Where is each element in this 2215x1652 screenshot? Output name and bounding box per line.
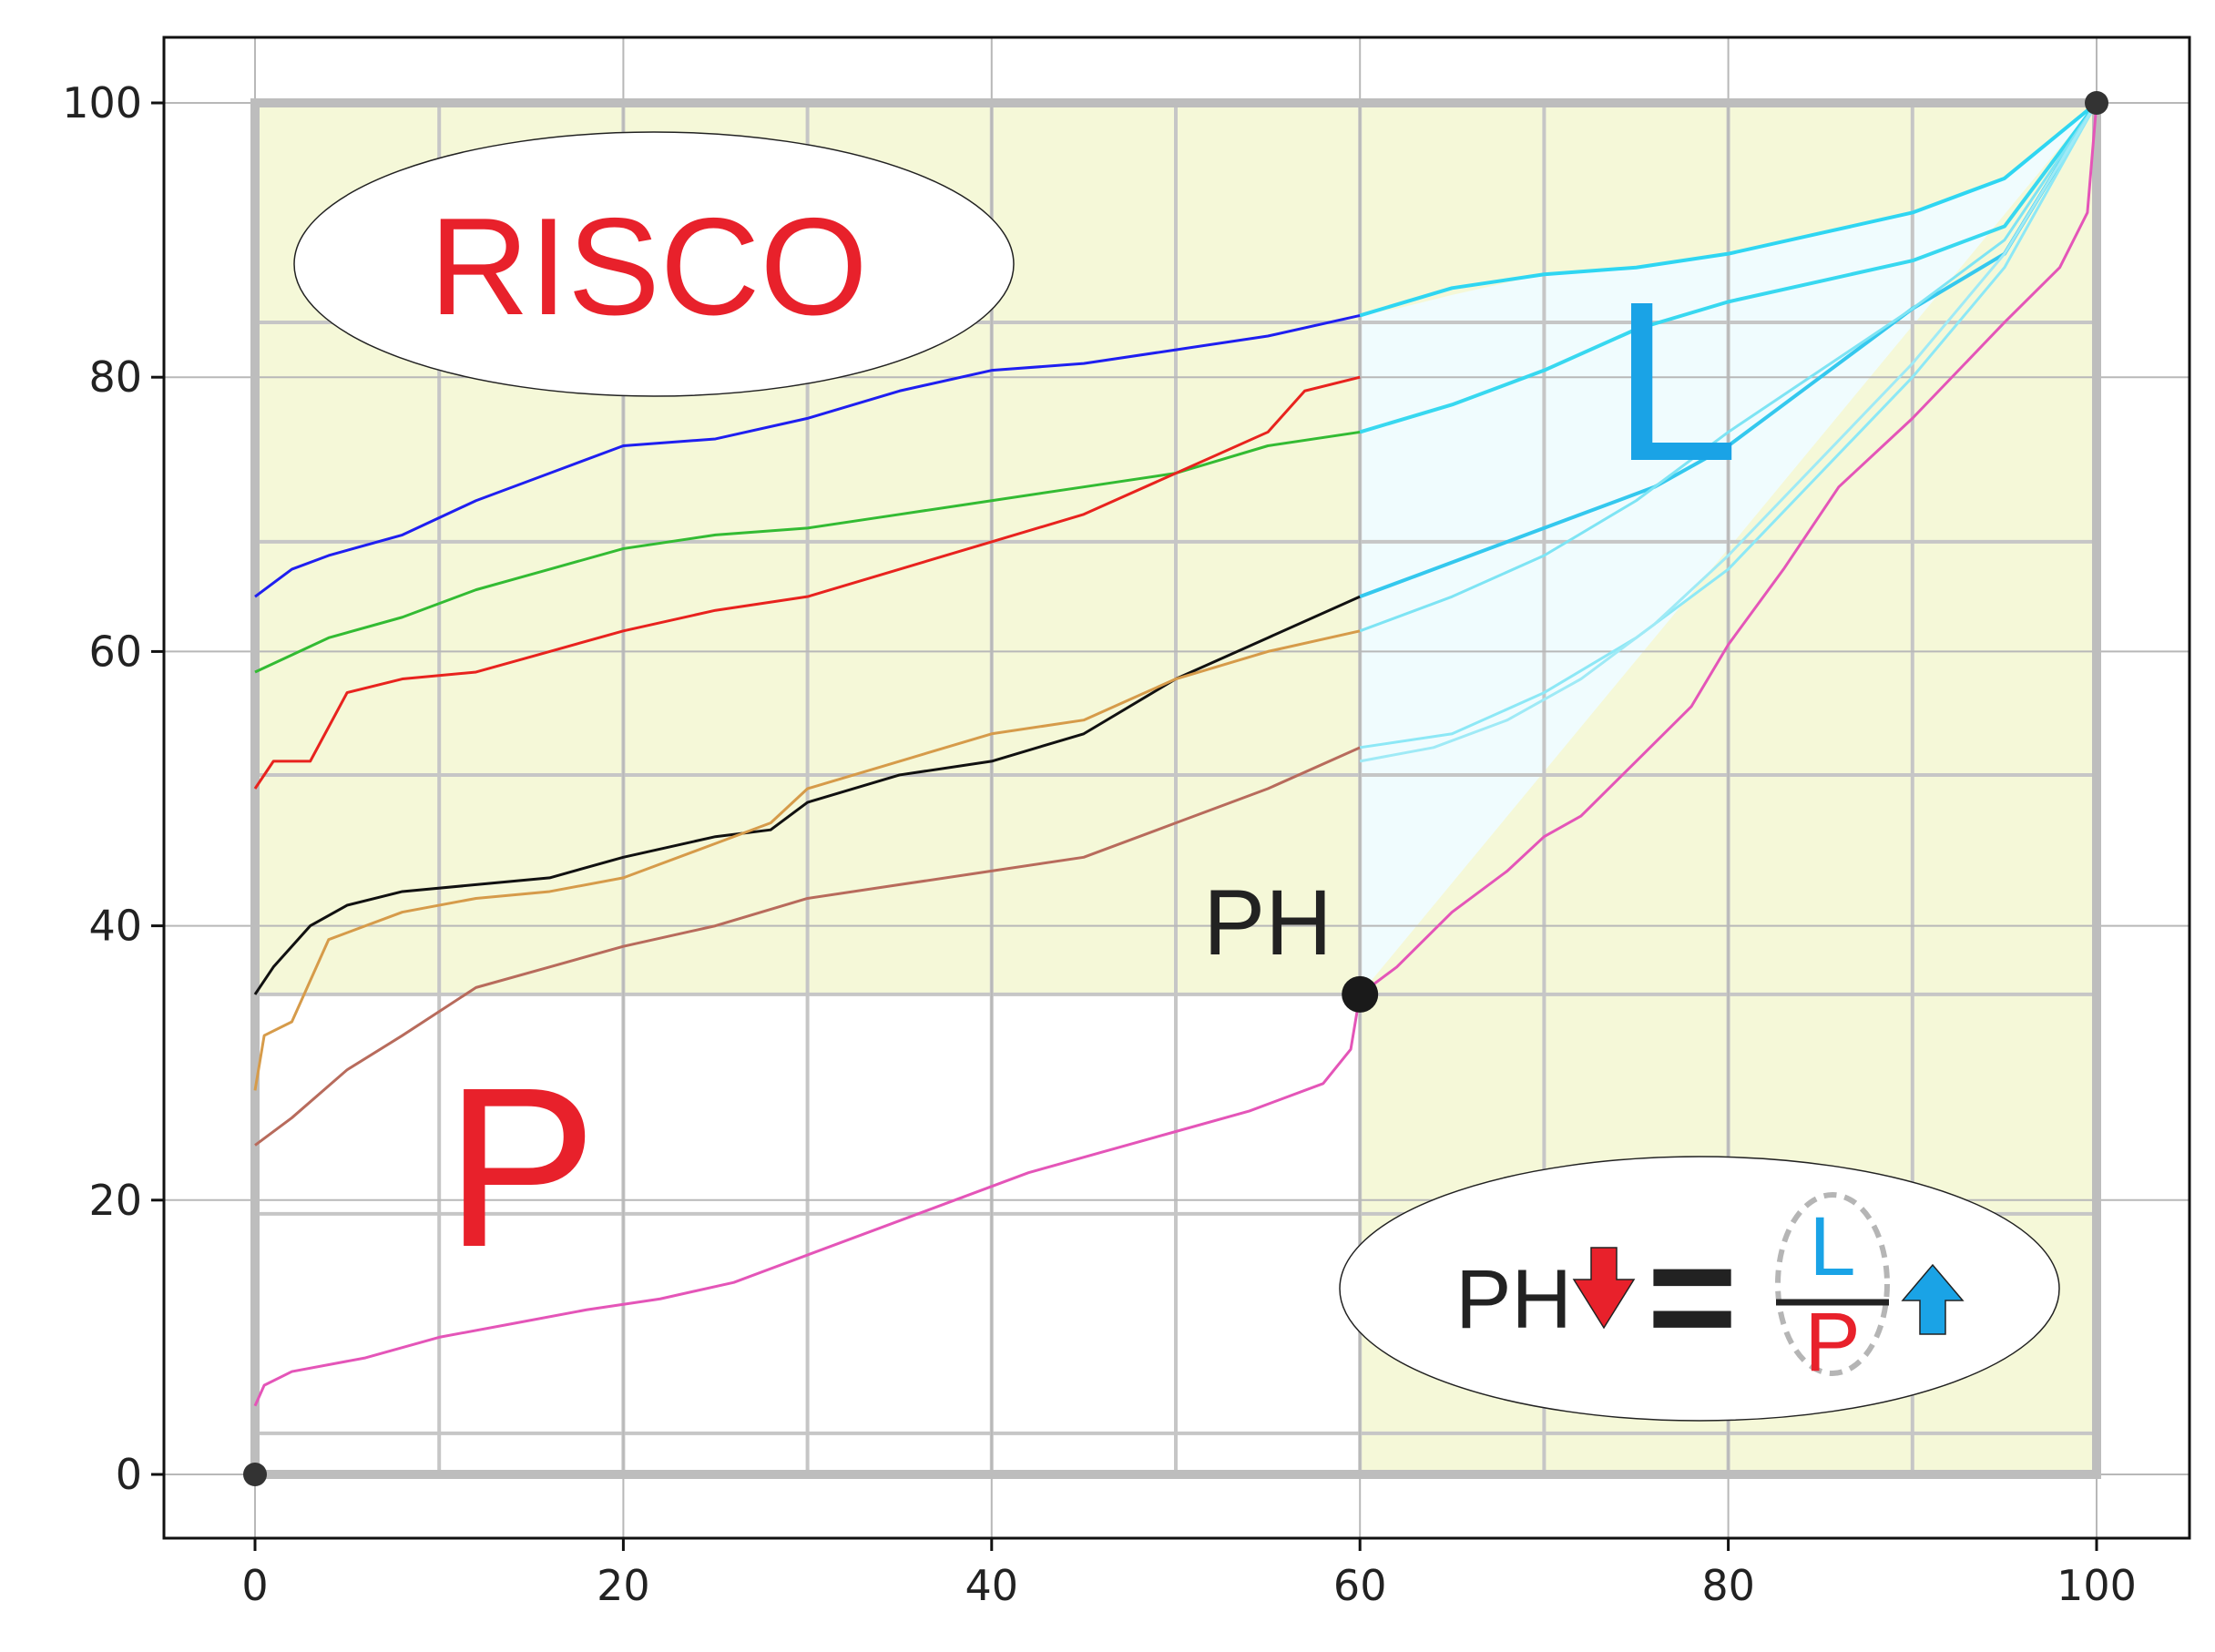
series-line-11: [1359, 102, 2098, 633]
x-tick-label: 80: [1701, 1561, 1755, 1610]
formula-equals: =: [1647, 1210, 1737, 1383]
y-tick-label: 20: [88, 1176, 142, 1225]
series-line-6: [254, 746, 1361, 1147]
series-line-12: [1359, 102, 2098, 750]
series-layer: [253, 101, 2098, 1407]
series-line-10: [1359, 101, 2098, 599]
arrow-down-icon: [1572, 1247, 1636, 1330]
x-axis: 0 20 40 60 80 100: [241, 1538, 2137, 1610]
ph-point: [1342, 975, 1379, 1013]
formula-numerator: L: [1809, 1200, 1855, 1293]
x-tick-label: 0: [241, 1561, 268, 1610]
p-region-label: P: [445, 1040, 597, 1294]
series-line-9: [1359, 101, 2098, 434]
y-tick-label: 40: [88, 902, 142, 951]
risco-ellipse: [293, 131, 1015, 397]
y-tick-label: 60: [88, 627, 142, 676]
l-region-label: L: [1612, 254, 1739, 508]
fraction-ellipse: [1775, 1192, 1890, 1376]
formula-denominator: P: [1804, 1296, 1860, 1389]
y-tick-label: 0: [116, 1450, 142, 1499]
ph-label: PH: [1203, 871, 1332, 974]
formula-ellipse: [1339, 1156, 2060, 1422]
series-line-3: [253, 375, 1361, 790]
x-tick-label: 40: [965, 1561, 1019, 1610]
x-tick-label: 100: [2057, 1561, 2137, 1610]
series-line-4: [253, 595, 1361, 995]
formula-ph: PH: [1455, 1253, 1572, 1346]
x-tick-label: 20: [597, 1561, 650, 1610]
series-line-8: [1359, 101, 2098, 318]
series-line-7: [253, 102, 2098, 1407]
series-line-5: [253, 629, 1361, 1091]
series-line-2: [254, 430, 1361, 674]
risco-label: RISCO: [429, 189, 867, 344]
axes-frame: [162, 36, 2191, 1540]
end-point-2: [2085, 91, 2108, 115]
x-tick-label: 60: [1333, 1561, 1387, 1610]
series-line-1: [254, 313, 1361, 598]
y-tick-label: 100: [62, 78, 142, 127]
points-layer: [243, 91, 2108, 1486]
series-line-13: [1359, 102, 2098, 763]
arrow-up-icon: [1901, 1263, 1965, 1335]
y-tick-label: 80: [88, 352, 142, 402]
y-axis: 0 20 40 60 80 100: [62, 78, 164, 1499]
end-point-1: [243, 1463, 267, 1486]
